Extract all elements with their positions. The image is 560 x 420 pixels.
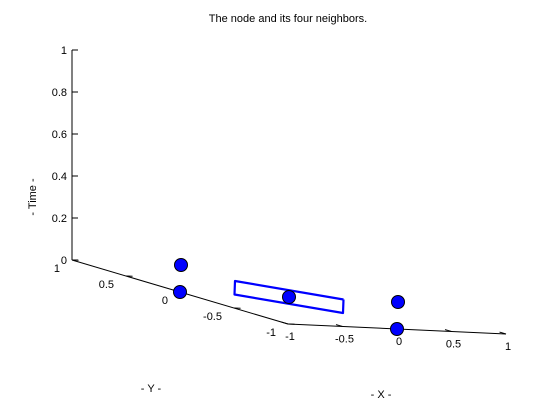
y-tick-label: -0.5: [203, 311, 222, 323]
z-axis-label: - Time -: [27, 178, 39, 216]
z-tick-label: 0: [61, 255, 67, 267]
y-tick-label: -1: [266, 327, 276, 339]
z-tick-label: 0.8: [52, 87, 67, 99]
x-tick-label: 0.5: [446, 339, 461, 351]
x-tick-mark: [444, 329, 452, 332]
marks: [173, 258, 405, 336]
x-axis-label: - X -: [371, 389, 392, 401]
neighbor-point: [391, 295, 405, 309]
z-tick-label: 0.2: [52, 213, 67, 225]
x-tick-mark: [499, 331, 507, 335]
neighbor-point: [390, 322, 404, 336]
z-tick-label: 1: [61, 45, 67, 57]
neighbor-point: [174, 258, 188, 272]
y-tick-label: 1: [54, 263, 60, 275]
x-tick-label: 1: [505, 341, 511, 353]
y-tick-label: 0.5: [99, 279, 114, 291]
z-tick-label: 0.4: [52, 171, 67, 183]
y-axis-label: - Y -: [141, 383, 162, 395]
neighbor-diamond-line: [233, 279, 345, 315]
y-tick-label: 0: [162, 295, 168, 307]
x-tick-label: 0: [396, 336, 402, 348]
node-point: [282, 290, 296, 304]
neighbor-point: [173, 285, 187, 299]
x-tick-label: -0.5: [335, 334, 354, 346]
x-tick-label: -1: [285, 331, 295, 343]
chart-title: The node and its four neighbors.: [209, 13, 367, 25]
x-tick-mark: [335, 324, 343, 327]
z-tick-label: 0.6: [52, 129, 67, 141]
